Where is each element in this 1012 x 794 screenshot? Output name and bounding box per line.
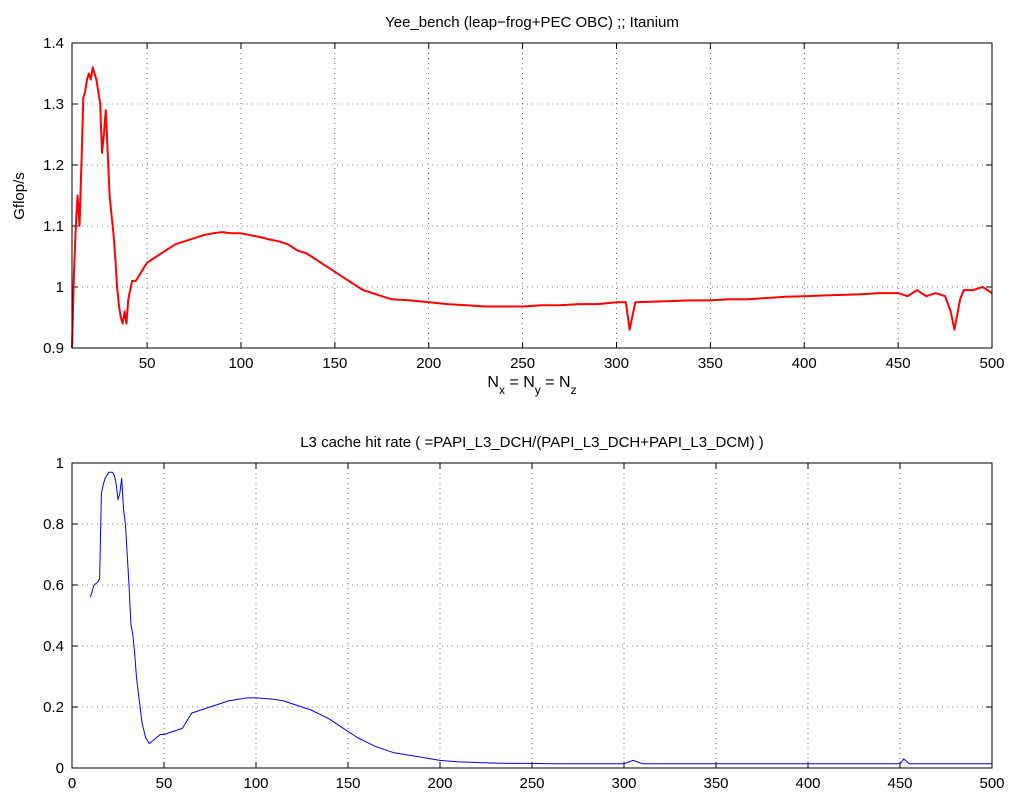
- x-axis-label: Nx = Ny = Nz: [487, 374, 576, 397]
- y-axis-label: Gflop/s: [11, 172, 28, 220]
- y-tick-labels: 0.9 1 1.1 1.2 1.3 1.4: [43, 35, 64, 357]
- series-line: [71, 66, 993, 349]
- x-tick-label: 450: [886, 355, 911, 372]
- x-tick-label: 250: [510, 355, 535, 372]
- x-tick-label: 200: [416, 355, 441, 372]
- grid-lines: [72, 463, 992, 768]
- x-tick-label: 500: [979, 775, 1004, 792]
- l3-hit-rate-chart: 0 50 100 150 200 250 300 350 400 450 500 0 0.2 0.4 0.…: [43, 434, 1004, 792]
- y-tick-label: 1: [56, 455, 64, 472]
- y-tick-label: 0.4: [43, 638, 64, 655]
- grid-lines: [72, 43, 992, 348]
- chart-title: L3 cache hit rate ( =PAPI_L3_DCH/(PAPI_L…: [300, 434, 764, 451]
- x-tick-label: 0: [68, 775, 76, 792]
- x-tick-label: 500: [979, 355, 1004, 372]
- x-tick-label: 300: [604, 355, 629, 372]
- y-tick-label: 0: [56, 760, 64, 777]
- x-tick-label: 50: [156, 775, 173, 792]
- gflops-chart: 50 100 150 200 250 300 350 400 450 500 0.9 1 1.1 1.2…: [11, 14, 1005, 397]
- x-tick-label: 100: [228, 355, 253, 372]
- x-tick-label: 400: [792, 355, 817, 372]
- x-tick-label: 450: [887, 775, 912, 792]
- y-tick-label: 1.4: [43, 35, 64, 52]
- y-tick-label: 0.2: [43, 699, 64, 716]
- x-tick-label: 50: [139, 355, 156, 372]
- y-tick-label: 0.8: [43, 516, 64, 533]
- plot-area: [72, 43, 992, 348]
- chart-title: Yee_bench (leap−frog+PEC OBC) ;; Itanium: [385, 14, 679, 31]
- x-tick-label: 200: [427, 775, 452, 792]
- x-tick-labels: 50 100 150 200 250 300 350 400 450 500: [139, 355, 1005, 372]
- x-tick-label: 150: [322, 355, 347, 372]
- y-tick-label: 1.3: [43, 96, 64, 113]
- x-tick-label: 350: [703, 775, 728, 792]
- x-tick-label: 350: [698, 355, 723, 372]
- x-tick-label: 100: [243, 775, 268, 792]
- y-tick-labels: 0 0.2 0.4 0.6 0.8 1: [43, 455, 64, 777]
- x-tick-label: 400: [795, 775, 820, 792]
- y-tick-label: 1: [56, 279, 64, 296]
- y-tick-label: 0.6: [43, 577, 64, 594]
- y-tick-label: 1.1: [43, 218, 64, 235]
- y-tick-label: 0.9: [43, 340, 64, 357]
- plot-frame: [71, 42, 993, 349]
- y-tick-label: 1.2: [43, 157, 64, 174]
- series-line: [89, 471, 992, 765]
- x-tick-label: 250: [519, 775, 544, 792]
- x-tick-labels: 0 50 100 150 200 250 300 350 400 450 500: [68, 775, 1005, 792]
- plot-frame: [71, 462, 993, 769]
- x-tick-label: 150: [335, 775, 360, 792]
- x-tick-label: 300: [611, 775, 636, 792]
